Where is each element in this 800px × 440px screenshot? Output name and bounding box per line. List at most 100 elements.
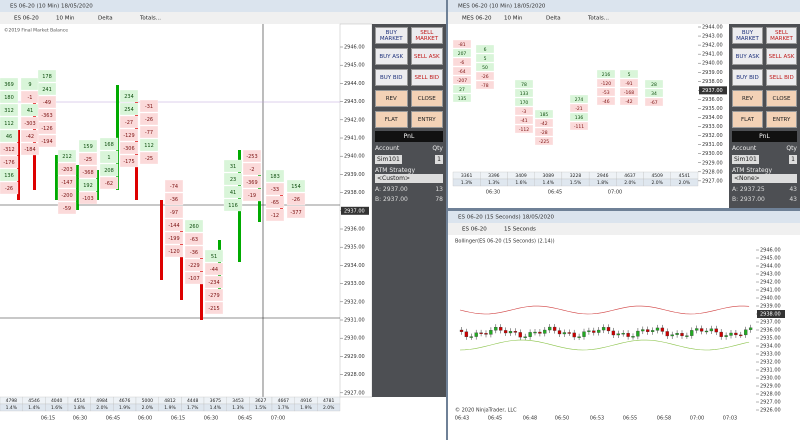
footprint-cell <box>644 79 664 89</box>
footprint-cell <box>78 191 98 205</box>
fields: Sim101 1 <box>375 155 443 164</box>
order-button[interactable]: BUY MARKET <box>375 27 408 44</box>
account-select[interactable]: Sim101 <box>375 155 402 164</box>
window-title: ES 06-20 (15 Seconds) 18/05/2020 <box>458 215 555 221</box>
candle <box>695 328 699 331</box>
price-label: 2927.00 <box>702 178 723 184</box>
atm-select[interactable]: <Custom> <box>375 174 443 183</box>
price-label: 2944.00 <box>702 25 723 31</box>
candle <box>562 332 567 335</box>
candle <box>621 333 625 335</box>
bollinger-upper <box>459 305 750 315</box>
candle <box>685 335 689 337</box>
toolbar-item: 10 Min <box>56 16 75 22</box>
order-button[interactable]: SELL ASK <box>410 48 443 65</box>
order-button[interactable]: SELL BID <box>410 69 443 86</box>
order-button[interactable]: ENTRY <box>766 111 797 128</box>
order-button[interactable]: SELL ASK <box>766 48 797 65</box>
price-label: 2944.00 <box>344 81 365 87</box>
qty-input[interactable]: 1 <box>789 155 797 164</box>
ask-row: A: 2937.25 43 <box>732 186 797 193</box>
order-button[interactable]: BUY ASK <box>732 48 763 65</box>
price-label: 2937.00 <box>702 88 723 94</box>
footprint-value: -53 <box>602 90 609 96</box>
stat-cell <box>317 403 341 412</box>
footprint-value: -203 <box>61 167 72 173</box>
footprint-value: -111 <box>574 124 584 130</box>
price-label: 2942.00 <box>760 280 781 286</box>
candle <box>675 333 679 335</box>
footprint-value: -253 <box>246 154 257 160</box>
candle <box>744 329 748 336</box>
footprint-value: -28 <box>540 130 547 136</box>
order-button[interactable]: FLAT <box>375 111 408 128</box>
footprint-cell <box>184 258 204 272</box>
footprint-cell <box>37 95 57 109</box>
left-toolbar <box>0 12 446 24</box>
candle <box>538 331 542 334</box>
footprint-cell <box>286 179 306 193</box>
volume: 4667 <box>278 398 290 404</box>
footprint-cell <box>514 79 534 89</box>
candle <box>734 332 738 336</box>
footprint-value: -199 <box>168 236 179 242</box>
order-button[interactable]: SELL MARKET <box>766 27 797 44</box>
footprint-value: -19 <box>248 193 256 199</box>
button-grid: BUY MARKET SELL MARKET BUY ASK SELL ASK BUY … <box>375 27 443 128</box>
order-button[interactable]: BUY BID <box>732 69 763 86</box>
order-button[interactable]: CLOSE <box>766 90 797 107</box>
price-label: 2935.00 <box>344 245 365 251</box>
footprint-value: 31 <box>230 164 236 170</box>
candle <box>548 326 552 331</box>
order-button[interactable]: CLOSE <box>410 90 443 107</box>
price-marker <box>757 310 785 318</box>
price-label: 2937.00 <box>760 320 781 326</box>
volume: 2946 <box>597 173 609 179</box>
footprint-cell <box>265 195 285 209</box>
footprint-value: 6 <box>484 47 487 53</box>
fields: Sim101 1 <box>732 155 797 164</box>
price-label: 2933.00 <box>760 352 781 358</box>
footprint-cell <box>242 175 262 189</box>
footprint-cell <box>0 116 19 130</box>
order-button[interactable]: SELL BID <box>766 69 797 86</box>
order-button[interactable]: FLAT <box>732 111 763 128</box>
time-label: 07:00 <box>690 416 704 422</box>
footprint-cell <box>119 102 139 116</box>
time-label: 06:55 <box>623 416 637 422</box>
footprint-cell <box>569 103 589 113</box>
account-select[interactable]: Sim101 <box>732 155 759 164</box>
order-button[interactable]: ENTRY <box>410 111 443 128</box>
footprint-value: -59 <box>63 206 71 212</box>
order-button[interactable]: REV <box>375 90 408 107</box>
percent: 2.0% <box>624 180 636 186</box>
price-label: 2941.00 <box>344 136 365 142</box>
price-label: 2931.00 <box>344 318 365 324</box>
footprint-cell <box>223 172 243 186</box>
footprint-value: 116 <box>228 203 238 209</box>
candle <box>96 170 99 200</box>
candle <box>55 155 58 200</box>
atm-select[interactable]: <None> <box>732 174 797 183</box>
percent: 1.3% <box>232 405 244 411</box>
bottom-right-title-bar <box>448 211 800 223</box>
order-button[interactable]: SELL MARKET <box>410 27 443 44</box>
volume: 3675 <box>210 398 222 404</box>
candle <box>200 250 203 320</box>
order-button[interactable]: BUY ASK <box>375 48 408 65</box>
price-label: 2946.00 <box>344 45 365 51</box>
pnl-bar: PnL <box>732 131 797 142</box>
candle <box>479 332 483 334</box>
qty-input[interactable]: 1 <box>435 155 443 164</box>
footprint-value: -33 <box>271 187 279 193</box>
order-button[interactable]: REV <box>732 90 763 107</box>
footprint-cell <box>475 62 495 72</box>
order-button[interactable]: BUY MARKET <box>732 27 763 44</box>
footprint-cell <box>37 108 57 122</box>
order-button[interactable]: BUY BID <box>375 69 408 86</box>
price-label: 2945.00 <box>344 63 365 69</box>
footprint-cell <box>184 271 204 285</box>
footprint-value: 78 <box>521 82 527 88</box>
footprint-value: 178 <box>42 74 52 80</box>
candle <box>704 330 709 333</box>
